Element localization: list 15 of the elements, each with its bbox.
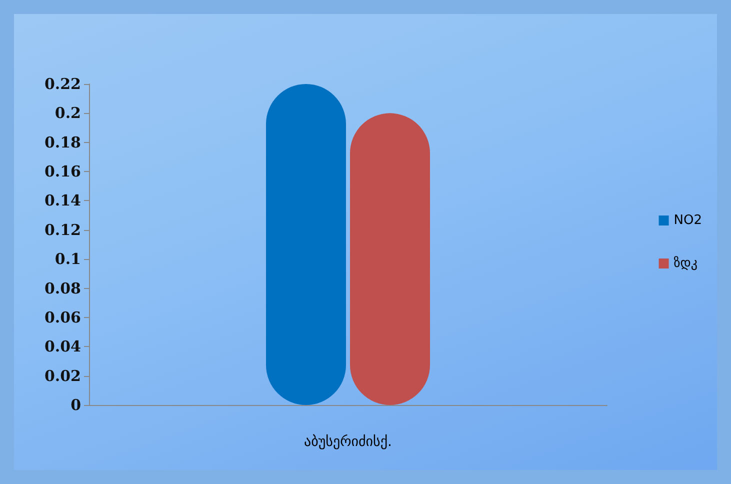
y-tick-label: 0.16 [44,162,81,181]
y-tick-label: 0.22 [44,75,81,93]
y-tick-label: 0.04 [44,338,81,356]
y-tick-label: 0.18 [44,133,81,152]
legend-label: NO2 [674,213,702,228]
y-tick-label: 0.2 [54,104,81,122]
y-tick-label: 0 [70,396,81,414]
y-tick-label: 0.08 [44,279,81,298]
legend-label: ზდკ [674,256,698,271]
y-tick-label: 0.06 [44,308,81,326]
y-tick-label: 0.12 [44,220,81,239]
y-tick-label: 0.02 [44,366,81,385]
x-tick-label: აბუსერიძისქ. [304,434,392,450]
y-tick-label: 0.14 [44,192,81,210]
y-tick-label: 0.1 [54,250,81,268]
